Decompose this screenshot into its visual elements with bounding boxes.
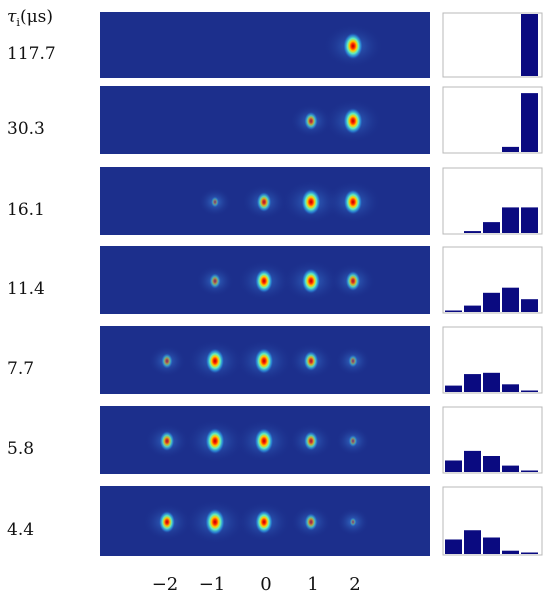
atom-spot [256,191,272,213]
tau-value-label: 5.8 [7,439,34,459]
atom-spot [254,268,274,294]
histogram-bar [483,537,500,554]
x-tick-label: −1 [199,574,226,595]
panel-row: 7.7 [7,326,543,394]
x-tick-label: 0 [260,574,271,595]
histogram-bar [521,14,538,76]
histogram-bar [521,299,538,312]
atom-spot [161,352,173,370]
atom-spot [209,272,221,290]
tau-subscript: i [16,16,20,29]
histogram-bar [445,539,462,554]
histogram-bar [502,550,519,554]
atom-spot [343,189,363,215]
atom-spot [254,427,274,455]
atom-spot [303,111,319,131]
panel-row: 16.1 [7,167,543,235]
histogram-bar [464,374,481,392]
tau-symbol: τ [7,7,17,27]
tau-value-label: 7.7 [7,359,34,379]
histogram-bar [502,207,519,233]
histogram-bar [483,292,500,312]
panel-row: 117.7 [7,12,543,78]
atom-spot [159,430,175,452]
atom-spot [303,431,319,451]
atom-spot [304,512,318,532]
histogram-bar [483,222,500,233]
x-axis: −2 −1 0 1 2 [152,574,361,595]
panel-row: 5.8 [7,406,543,474]
atom-spot [210,196,220,208]
histogram-bar [464,450,481,472]
atom-spot [303,350,319,372]
atom-spot [342,107,364,135]
tau-value-label: 11.4 [7,279,45,299]
atom-spot [349,517,357,527]
histogram-bar [521,552,538,554]
histogram-bar [521,93,538,152]
histogram-bar [445,310,462,312]
atom-spot [348,354,358,368]
panel-row: 11.4 [7,246,543,314]
tau-value-label: 117.7 [7,44,56,64]
atom-spot [301,268,321,294]
histogram-bar [521,207,538,233]
atom-spot [254,509,274,535]
histogram-bar [464,530,481,554]
atom-spot [158,510,176,534]
atom-spot [204,508,226,536]
histogram-bar [502,465,519,472]
tau-value-label: 16.1 [7,200,45,220]
histogram-bar [502,287,519,312]
histogram-bar [502,384,519,392]
histogram-bar [521,470,538,472]
x-tick-label: 1 [307,574,318,595]
panel-row: 30.3 [7,86,543,154]
tau-value-label: 4.4 [7,520,34,540]
histogram-bar [464,231,481,233]
histogram-bar [464,305,481,312]
atom-spot [204,427,226,455]
x-tick-label: 2 [349,574,360,595]
histogram-bar [445,385,462,392]
panel-rows: 117.7 30.3 16.1 11.4 7.7 5.8 4.4 [7,12,543,556]
tau-value-label: 30.3 [7,119,45,139]
histogram-bar [502,146,519,152]
histogram-bar [521,390,538,392]
atom-spot [345,270,361,292]
atom-spot [300,188,322,216]
x-tick-label: −2 [152,574,179,595]
histogram-bar [445,460,462,472]
histogram-bar [483,456,500,472]
panel-row: 4.4 [7,486,543,556]
tau-unit: (μs) [20,7,53,27]
tau-header: τi(μs) [7,7,53,29]
atom-spot [254,347,274,375]
histogram-bar [483,372,500,392]
atom-spot [348,434,358,448]
atom-spot [205,348,225,374]
atom-spot [342,32,364,60]
